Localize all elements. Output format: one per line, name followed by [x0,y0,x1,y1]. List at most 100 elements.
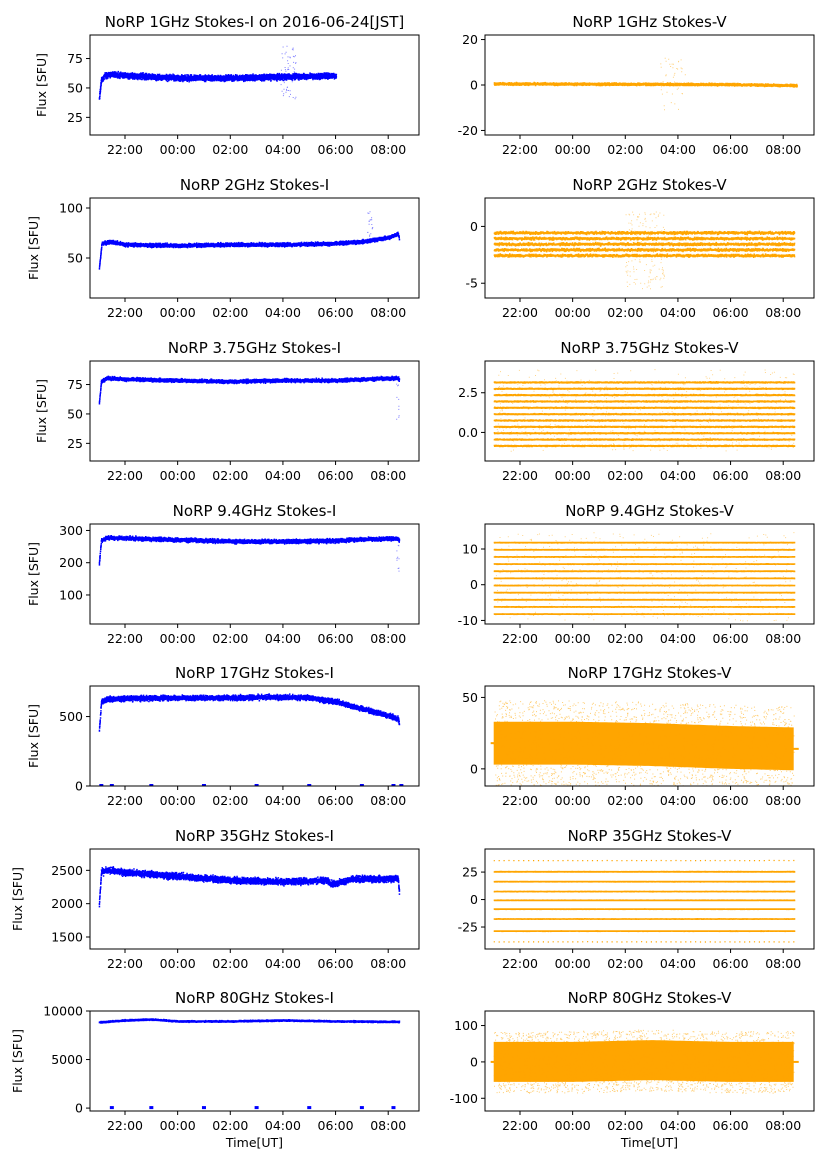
panel-2: NoRP 2GHz Stokes-I 50 100 22:00 00:00 02:00 04… [26,176,420,320]
x-tick-label: 04:00 [660,793,696,808]
panel-title: NoRP 80GHz Stokes-V [568,989,733,1007]
y-tick-label: 50 [67,406,83,421]
x-tick-label: 02:00 [607,305,643,320]
panel-title: NoRP 9.4GHz Stokes-I [173,502,337,520]
y-tick-label: 0 [470,892,478,907]
panel-1: NoRP 1GHz Stokes-V -20 0 20 22:00 00:00 02:00 0… [458,13,815,157]
y-axis-label: Flux [SFU] [34,379,49,443]
y-tick-label: 200 [59,555,83,570]
x-tick-label: 22:00 [502,793,538,808]
panel-title: NoRP 2GHz Stokes-V [572,176,727,194]
x-tick-label: 02:00 [212,142,248,157]
y-tick-label: 100 [454,1018,478,1033]
x-tick-label: 22:00 [502,1118,538,1133]
y-tick-label: 25 [67,436,83,451]
x-tick-label: 02:00 [607,1118,643,1133]
panel-12: NoRP 80GHz Stokes-I 0 5000 10000 22:00 00:00 0… [10,989,420,1150]
x-tick-label: 06:00 [318,305,354,320]
panel-title: NoRP 1GHz Stokes-I on 2016-06-24[JST] [105,13,405,31]
y-axis-label: Flux [SFU] [26,216,41,280]
x-tick-label: 04:00 [265,793,301,808]
x-tick-label: 04:00 [265,631,301,646]
x-tick-label: 06:00 [713,631,749,646]
x-tick-label: 22:00 [502,956,538,971]
x-tick-label: 08:00 [765,468,801,483]
panel-title: NoRP 2GHz Stokes-I [180,176,329,194]
y-tick-label: 1500 [51,930,83,945]
x-tick-label: 00:00 [555,142,591,157]
panel-10: NoRP 35GHz Stokes-I 1500 2000 2500 22:00 00:0… [10,827,420,971]
y-tick-label: 10 [462,542,478,557]
x-tick-label: 04:00 [660,1118,696,1133]
panel-8: NoRP 17GHz Stokes-I 0 500 22:00 00:00 02:00 04… [26,664,420,808]
x-tick-label: 06:00 [318,956,354,971]
x-tick-label: 06:00 [713,142,749,157]
x-tick-label: 08:00 [765,631,801,646]
x-tick-label: 08:00 [370,1118,406,1133]
panel-3: NoRP 2GHz Stokes-V -5 0 22:00 00:00 02:00 04:0… [466,176,815,320]
x-tick-label: 04:00 [265,142,301,157]
plot-frame [89,34,420,136]
x-tick-label: 08:00 [370,468,406,483]
x-tick-label: 06:00 [713,468,749,483]
panel-6: NoRP 9.4GHz Stokes-I 100 200 300 22:00 00:00 0… [26,502,420,646]
x-tick-label: 06:00 [713,793,749,808]
y-tick-label: 0.0 [458,425,478,440]
panel-7: NoRP 9.4GHz Stokes-V -10 0 10 22:00 00:00 02:0… [458,502,815,646]
x-tick-label: 06:00 [318,468,354,483]
x-tick-label: 00:00 [160,793,196,808]
x-tick-label: 08:00 [370,793,406,808]
x-tick-label: 04:00 [265,1118,301,1133]
x-tick-label: 00:00 [555,631,591,646]
y-tick-label: 0 [75,1101,83,1116]
x-tick-label: 02:00 [607,793,643,808]
plot-frame [89,1010,420,1112]
y-tick-label: 2000 [51,896,83,911]
x-tick-label: 02:00 [212,793,248,808]
plot-frame [484,360,815,462]
x-tick-label: 22:00 [107,468,143,483]
x-tick-label: 00:00 [555,956,591,971]
x-tick-label: 00:00 [160,1118,196,1133]
x-tick-label: 08:00 [370,305,406,320]
panel-11: NoRP 35GHz Stokes-V -25 0 25 22:00 00:00 02:00… [458,827,815,971]
x-tick-label: 04:00 [660,305,696,320]
panel-title: NoRP 35GHz Stokes-V [568,827,733,845]
x-tick-label: 00:00 [555,1118,591,1133]
x-tick-label: 02:00 [212,305,248,320]
x-tick-label: 22:00 [107,305,143,320]
x-axis-label: Time[UT] [225,1135,283,1150]
panel-title: NoRP 80GHz Stokes-I [175,989,334,1007]
x-tick-label: 06:00 [318,793,354,808]
x-tick-label: 04:00 [660,468,696,483]
y-axis-label: Flux [SFU] [34,53,49,117]
x-tick-label: 22:00 [107,631,143,646]
series-stokes-i [98,375,401,420]
x-tick-label: 02:00 [607,142,643,157]
y-tick-label: 300 [59,523,83,538]
panel-5: NoRP 3.75GHz Stokes-V 0.0 2.5 22:00 00:00 02:… [458,339,815,483]
plot-frame [484,848,815,950]
x-tick-label: 22:00 [107,142,143,157]
x-tick-label: 08:00 [370,631,406,646]
x-tick-label: 00:00 [160,468,196,483]
x-tick-label: 04:00 [265,956,301,971]
y-tick-label: -5 [466,276,478,291]
x-tick-label: 04:00 [265,468,301,483]
x-tick-label: 06:00 [713,956,749,971]
x-tick-label: 08:00 [370,142,406,157]
x-tick-label: 08:00 [765,305,801,320]
x-tick-label: 00:00 [160,631,196,646]
x-tick-label: 02:00 [212,468,248,483]
x-tick-label: 00:00 [555,305,591,320]
x-tick-label: 00:00 [555,468,591,483]
series-stokes-i [98,866,401,908]
y-tick-label: 75 [67,51,83,66]
y-tick-label: 0 [470,577,478,592]
panel-title: NoRP 9.4GHz Stokes-V [565,502,734,520]
x-tick-label: 06:00 [713,305,749,320]
plot-frame [89,685,420,787]
x-tick-label: 04:00 [660,956,696,971]
x-tick-label: 08:00 [765,1118,801,1133]
